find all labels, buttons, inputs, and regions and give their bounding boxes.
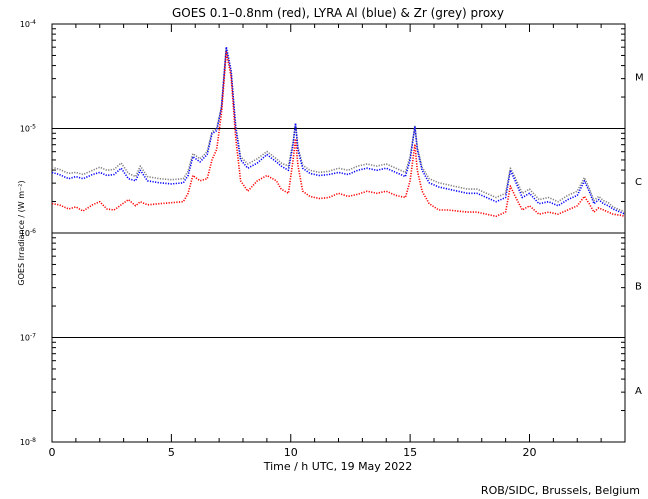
x-axis-label: Time / h UTC, 19 May 2022 <box>263 460 413 473</box>
y-axis-label: GOES Irradiance / (W m⁻²) <box>17 180 26 285</box>
x-tick-label: 20 <box>523 446 537 459</box>
flare-class-label: M <box>635 72 644 83</box>
y-axis-ticks: 10-8 10-7 10-6 10-5 10-4 <box>20 19 625 447</box>
y-tick-label: 10-4 <box>20 19 36 29</box>
series-line <box>51 47 626 213</box>
series-layer <box>51 46 626 218</box>
series-line <box>51 51 626 218</box>
x-tick-label: 15 <box>403 446 417 459</box>
flare-class-lines <box>52 128 625 338</box>
series-line <box>51 46 626 215</box>
y-tick-label: 10-7 <box>20 333 36 343</box>
credit-text: ROB/SIDC, Brussels, Belgium <box>481 484 640 497</box>
y-tick-label: 10-5 <box>20 124 36 134</box>
x-tick-label: 0 <box>49 446 56 459</box>
x-tick-label: 5 <box>168 446 175 459</box>
chart-title: GOES 0.1–0.8nm (red), LYRA Al (blue) & Z… <box>172 6 504 20</box>
flare-class-labels: A B C M <box>635 72 644 397</box>
x-axis-ticks: 0 5 10 15 20 <box>49 24 602 459</box>
y-tick-label: 10-8 <box>20 437 36 447</box>
flare-class-label: C <box>635 177 642 188</box>
flare-class-label: B <box>635 281 642 292</box>
flare-class-label: A <box>635 386 642 397</box>
y-tick-label: 10-6 <box>20 228 36 238</box>
x-tick-label: 10 <box>284 446 298 459</box>
